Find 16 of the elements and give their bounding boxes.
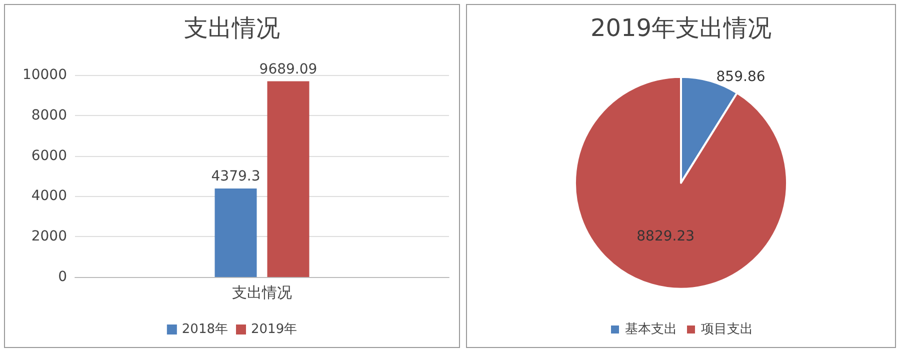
text: 支出情况 [232, 284, 292, 302]
y-tick-label: 0 [58, 269, 67, 285]
y-tick-label: 2000 [31, 228, 67, 245]
data-label: 4379.3 [211, 168, 260, 185]
chart-title: 2019年支出情况 [590, 14, 772, 42]
legend-label: 项目支出 [701, 322, 753, 337]
legend-label: 基本支出 [625, 322, 677, 337]
data-label: 859.86 [716, 69, 766, 86]
data-label: 8829.23 [636, 228, 695, 245]
y-tick-label: 10000 [22, 67, 67, 83]
y-tick-label: 6000 [31, 148, 67, 164]
legend-label: 2018年 [182, 322, 228, 337]
y-tick-label: 4000 [31, 188, 67, 204]
y-tick-label: 8000 [31, 107, 67, 124]
legend-label: 2019年 [251, 322, 298, 337]
data-label: 9689.09 [259, 61, 318, 78]
